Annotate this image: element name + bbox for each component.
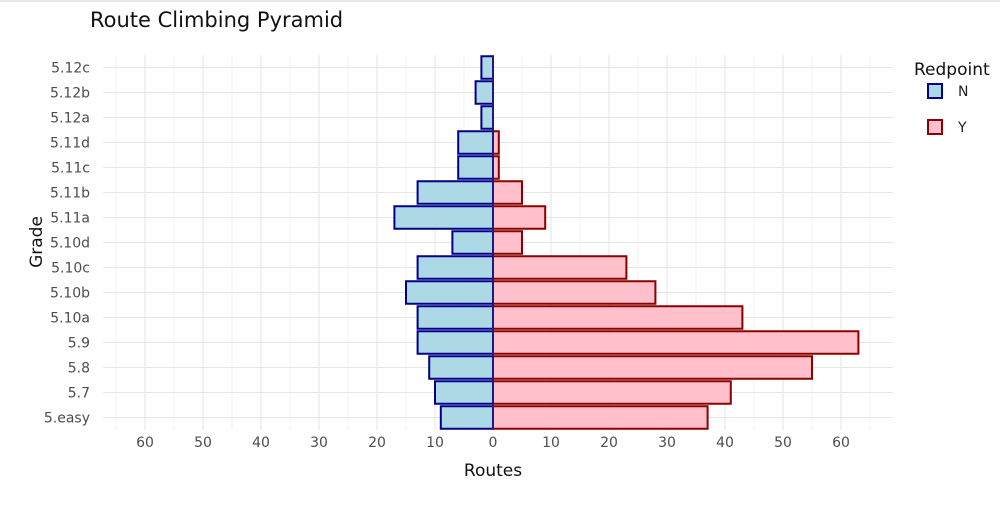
legend-label-n: N: [958, 84, 968, 100]
bar-y-5.7: [492, 380, 732, 405]
bar-n-5.10a: [416, 305, 495, 330]
bar-y-5.9: [492, 330, 860, 355]
y-tick-label: 5.8: [68, 361, 90, 377]
y-tick-label: 5.9: [68, 336, 90, 352]
x-axis-title: Routes: [464, 461, 522, 481]
x-tick-label: 30: [310, 435, 328, 451]
legend-title: Redpoint: [914, 60, 990, 80]
chart-title: Route Climbing Pyramid: [90, 8, 343, 32]
legend-label-y: Y: [957, 120, 967, 136]
x-tick-label: 30: [658, 435, 676, 451]
bar-y-5.11a: [492, 205, 547, 230]
legend-key-y: [927, 119, 943, 135]
y-tick-label: 5.10d: [50, 236, 90, 252]
x-tick-label: 50: [774, 435, 792, 451]
bars: [393, 55, 860, 430]
bar-n-5.11d: [457, 130, 495, 155]
x-tick-label: 50: [194, 435, 212, 451]
bar-n-5.7: [434, 380, 494, 405]
bar-n-5.10c: [416, 255, 495, 280]
y-tick-label: 5.10a: [50, 311, 90, 327]
bar-y-5.10d: [492, 230, 523, 255]
bar-n-5.9: [416, 330, 495, 355]
bar-y-5.easy: [492, 405, 709, 430]
y-tick-label: 5.7: [68, 386, 90, 402]
legend-items: NY: [927, 83, 968, 136]
bar-n-5.10d: [451, 230, 494, 255]
x-tick-label: 10: [542, 435, 560, 451]
y-tick-label: 5.11b: [50, 186, 90, 202]
bar-n-5.8: [428, 355, 495, 380]
y-tick-label: 5.easy: [44, 411, 90, 427]
bar-n-5.12c: [480, 55, 494, 80]
bar-y-5.10a: [492, 305, 744, 330]
x-tick-label: 40: [252, 435, 270, 451]
y-tick-label: 5.10b: [50, 286, 90, 302]
x-tick-label: 20: [600, 435, 618, 451]
y-tick-label: 5.11a: [50, 211, 90, 227]
y-axis-title: Grade: [27, 216, 47, 268]
y-tick-label: 5.11d: [50, 136, 90, 152]
x-tick-label: 10: [426, 435, 444, 451]
bar-y-5.10b: [492, 280, 657, 305]
y-tick-label: 5.10c: [51, 261, 90, 277]
bar-n-5.11b: [416, 180, 495, 205]
bar-y-5.11b: [492, 180, 523, 205]
bar-n-5.easy: [439, 405, 494, 430]
y-tick-label: 5.12a: [50, 111, 90, 127]
y-tick-label: 5.12b: [50, 86, 90, 102]
y-tick-labels: 5.easy 5.7 5.8 5.9 5.10a 5.10b 5.10c 5.10d 5.11a…: [44, 61, 90, 427]
bar-n-5.12b: [474, 80, 495, 105]
bar-y-5.8: [492, 355, 813, 380]
bar-y-5.10c: [492, 255, 628, 280]
bar-n-5.12a: [480, 105, 494, 130]
x-tick-labels: 60 50 40 30 20 10 0 10 20 30 40 50 60: [136, 435, 850, 451]
x-tick-label: 60: [832, 435, 850, 451]
y-tick-label: 5.11c: [51, 161, 90, 177]
x-tick-label: 40: [716, 435, 734, 451]
bar-n-5.11c: [457, 155, 495, 180]
y-tick-label: 5.12c: [51, 61, 90, 77]
x-tick-label: 0: [489, 435, 498, 451]
legend: Redpoint NY: [914, 60, 990, 136]
bar-n-5.11a: [393, 205, 494, 230]
top-border: [0, 0, 1000, 2]
bar-n-5.10b: [405, 280, 494, 305]
legend-key-n: [927, 83, 943, 99]
x-tick-label: 20: [368, 435, 386, 451]
x-tick-label: 60: [136, 435, 154, 451]
